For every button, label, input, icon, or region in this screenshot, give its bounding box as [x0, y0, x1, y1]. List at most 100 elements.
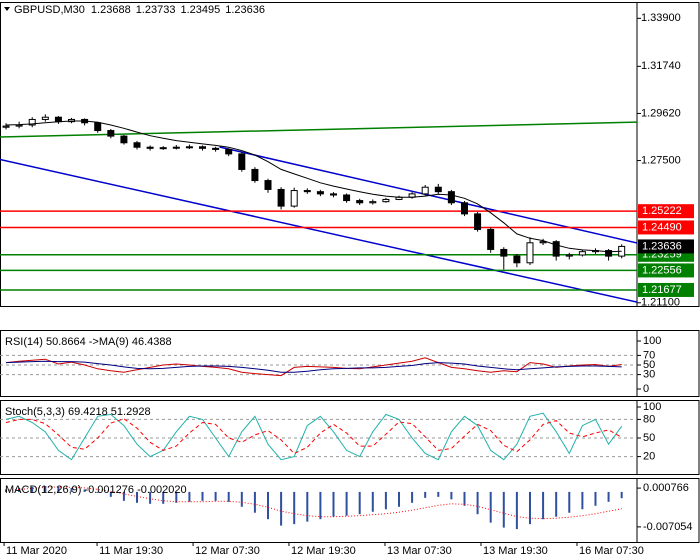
candle-body: [513, 255, 521, 264]
close-value: 1.23636: [225, 4, 265, 16]
histogram-bar: [280, 491, 283, 526]
y-tick-label: 1.29620: [641, 107, 681, 119]
candle-body: [41, 116, 49, 120]
high-value: 1.23733: [136, 4, 176, 16]
candle-body: [185, 146, 193, 149]
x-tick-label: 12 Mar 07:30: [195, 545, 260, 557]
candle-body: [343, 194, 351, 202]
histogram-bar: [188, 491, 191, 502]
candle-body: [474, 213, 482, 230]
candle-body: [2, 125, 10, 128]
symbol-header: GBPUSD,M30 1.23688 1.23733 1.23495 1.23636: [14, 4, 265, 16]
level-label: 1.24490: [642, 221, 682, 233]
y-tick-label: 30: [643, 369, 655, 381]
trend-line: [0, 158, 638, 303]
histogram-bar: [528, 491, 531, 525]
candle-body: [356, 200, 364, 204]
candle-body: [199, 146, 207, 149]
last-price-box: [638, 239, 694, 254]
menu-icon: [4, 7, 10, 11]
candle-body: [107, 130, 115, 137]
candle-body: [133, 142, 141, 148]
histogram-bar: [476, 491, 479, 515]
histogram-bar: [542, 491, 545, 520]
histogram-bar: [201, 491, 204, 501]
level-label: 1.25222: [642, 205, 682, 217]
histogram-bar: [162, 491, 165, 504]
candle-body: [382, 198, 390, 203]
candle-body: [421, 186, 429, 195]
candle-body: [500, 248, 508, 257]
axis-frame: [636, 2, 700, 307]
histogram-bar: [332, 491, 335, 517]
histogram-bar: [240, 491, 243, 507]
histogram-bar: [411, 491, 414, 503]
y-tick-label: 0.000766: [643, 482, 689, 494]
y-tick-label: 80: [643, 413, 655, 425]
last-price-label: 1.23636: [642, 240, 682, 252]
candle-body: [552, 241, 560, 257]
level-label: 1.21677: [642, 284, 682, 296]
histogram-bar: [345, 491, 348, 516]
histogram-bar: [122, 491, 125, 501]
candle-body: [605, 250, 613, 257]
level-label-box: [638, 204, 694, 219]
candle-body: [565, 254, 573, 257]
histogram-bar: [489, 491, 492, 523]
y-tick-label: 50: [643, 432, 655, 444]
histogram-bar: [607, 491, 610, 502]
histogram-bar: [83, 489, 86, 492]
histogram-bar: [358, 491, 361, 515]
histogram-bar: [109, 491, 112, 497]
candle-body: [54, 116, 62, 123]
candle-body: [212, 147, 220, 150]
candle-body: [539, 241, 547, 244]
histogram-bar: [306, 491, 309, 522]
y-tick-label: 1.33900: [641, 12, 681, 24]
y-tick-label: 1.31740: [641, 60, 681, 72]
x-tick-label: 13 Mar 19:30: [483, 545, 548, 557]
histogram-bar: [214, 491, 217, 501]
indicator-line: [5, 360, 622, 373]
y-tick-label: 70: [643, 349, 655, 361]
moving-average: [5, 120, 622, 253]
level-label-box: [638, 282, 694, 297]
y-tick-label: 100: [643, 335, 661, 347]
candle-body: [434, 186, 442, 193]
candle-body: [526, 242, 534, 264]
low-value: 1.23495: [180, 4, 220, 16]
candle-body: [94, 122, 102, 132]
indicator-title: Stoch(5,3,3) 69.4218 51.2928: [5, 406, 151, 418]
candle-body: [120, 135, 128, 144]
candle-body: [264, 180, 272, 190]
histogram-bar: [371, 491, 374, 512]
histogram-bar: [384, 491, 387, 510]
histogram-bar: [31, 486, 34, 492]
candle-body: [290, 190, 298, 207]
candle-body: [28, 118, 36, 126]
y-tick-label: 1.21100: [641, 297, 680, 309]
histogram-bar: [175, 491, 178, 503]
trend-line: [0, 121, 638, 138]
histogram-bar: [424, 491, 427, 498]
histogram-bar: [594, 491, 597, 506]
candle-body: [225, 148, 233, 155]
symbol: GBPUSD,M30: [14, 4, 85, 16]
histogram-bar: [463, 491, 466, 506]
level-label: 1.22556: [642, 264, 682, 276]
indicator-line: [5, 412, 623, 461]
candle-body: [238, 153, 246, 170]
candle-body: [487, 228, 495, 250]
histogram-bar: [515, 491, 518, 530]
y-tick-label: 100: [643, 401, 661, 413]
x-tick-label: 16 Mar 07:30: [579, 545, 644, 557]
indicator-title: MACD(12,26,9) -0.001276 -0.002020: [5, 484, 187, 496]
candle-body: [15, 124, 23, 127]
x-tick-label: 13 Mar 07:30: [387, 545, 452, 557]
histogram-bar: [70, 487, 73, 492]
histogram-bar: [568, 491, 571, 513]
histogram-bar: [450, 491, 453, 500]
candle-body: [329, 193, 337, 196]
x-tick-label: 11 Mar 19:30: [99, 545, 163, 557]
